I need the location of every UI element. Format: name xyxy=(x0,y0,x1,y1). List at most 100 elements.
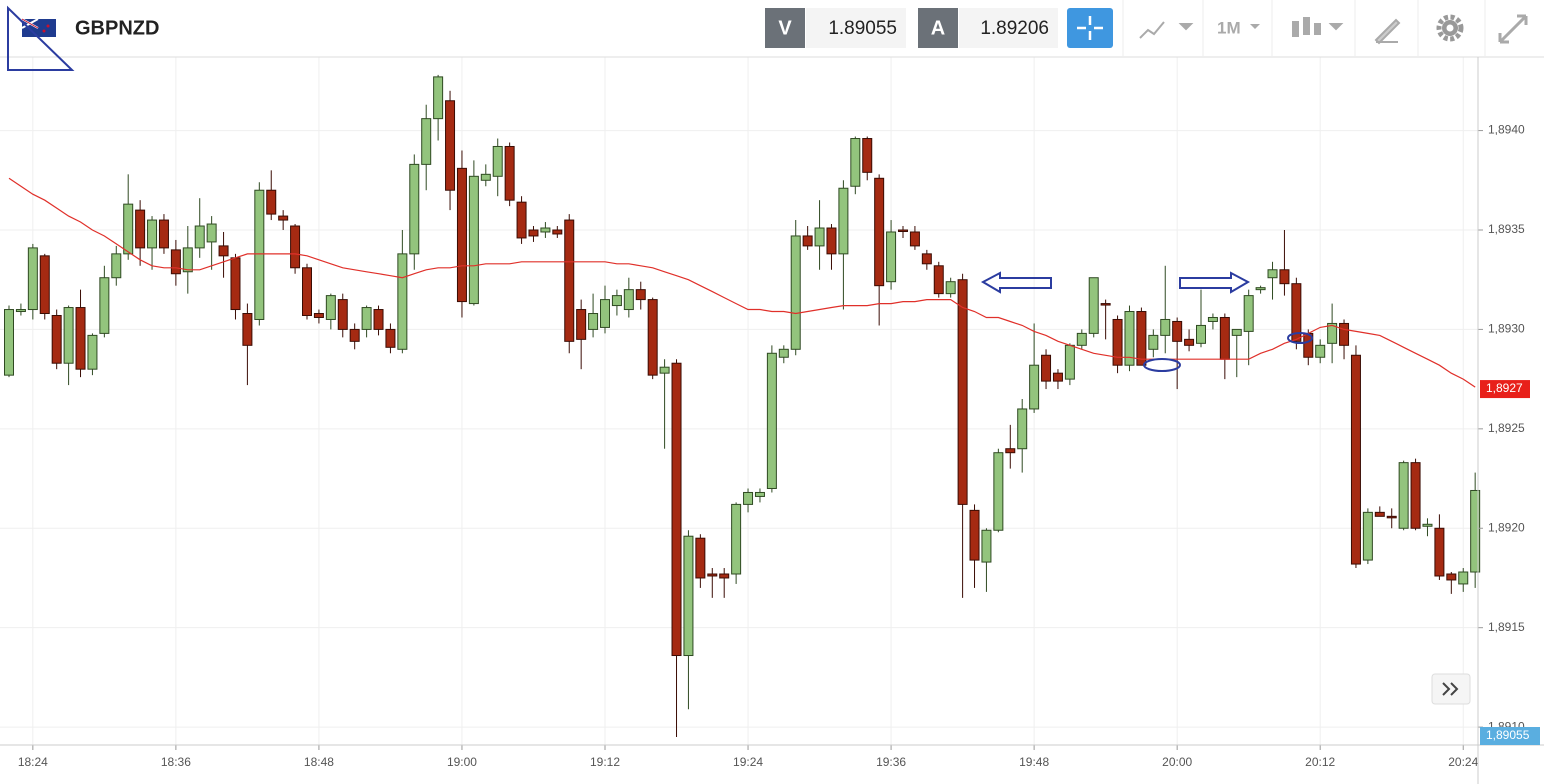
candle-body xyxy=(707,573,718,577)
candle-body xyxy=(1327,322,1338,344)
candle-body xyxy=(1076,332,1087,346)
candle-body xyxy=(1255,287,1266,291)
candle-body xyxy=(826,227,837,255)
drawn-ellipse xyxy=(1287,332,1313,344)
candle-body xyxy=(194,225,205,249)
drawn-arrow xyxy=(980,271,1052,294)
candle-body xyxy=(99,277,110,334)
candle-body xyxy=(456,167,467,303)
x-tick-label: 19:24 xyxy=(733,755,763,769)
timeframe-dropdown[interactable] xyxy=(1250,24,1260,29)
candle-body xyxy=(850,138,861,187)
bid-box[interactable] xyxy=(806,8,906,48)
x-tick-label: 18:48 xyxy=(304,755,334,769)
candle-body xyxy=(480,173,491,181)
candle-body xyxy=(1350,354,1361,565)
candle-body xyxy=(671,362,682,657)
candle-body xyxy=(1267,269,1278,279)
scroll-button[interactable] xyxy=(1431,673,1471,705)
y-tick-label: 1,8930 xyxy=(1488,322,1525,336)
candle-body xyxy=(1470,489,1481,573)
ask-label-box[interactable] xyxy=(918,8,958,48)
candle-body xyxy=(75,307,86,370)
candle-body xyxy=(1362,511,1373,561)
candle-body xyxy=(1446,573,1457,581)
candle-body xyxy=(1160,318,1171,336)
candle-body xyxy=(731,503,742,575)
bid-label-box[interactable] xyxy=(765,8,805,48)
candle-body xyxy=(790,235,801,350)
candle-body xyxy=(564,219,575,342)
x-tick-label: 19:48 xyxy=(1019,755,1049,769)
candle-body xyxy=(540,227,551,233)
candle-body xyxy=(445,100,456,191)
chart-type-button[interactable] xyxy=(1139,21,1194,39)
candle-body xyxy=(1172,320,1183,342)
candle-body xyxy=(754,491,765,497)
fullscreen-button[interactable] xyxy=(1498,14,1528,44)
candle-body xyxy=(1088,277,1099,334)
x-tick-label: 19:12 xyxy=(590,755,620,769)
bid-label[interactable]: V xyxy=(778,17,792,39)
candle-body xyxy=(838,187,849,255)
candle-body xyxy=(957,279,968,505)
drawn-triangle xyxy=(7,5,75,71)
x-tick-label: 20:24 xyxy=(1448,755,1478,769)
candle-body xyxy=(15,309,26,313)
candle-body xyxy=(1339,322,1350,346)
candle-body xyxy=(993,452,1004,531)
bid-tag-label: 1,89055 xyxy=(1486,728,1530,742)
candle-body xyxy=(1005,448,1016,454)
candle-body xyxy=(1291,283,1302,342)
candle-body xyxy=(1243,295,1254,332)
y-tick-label: 1,8915 xyxy=(1488,620,1525,634)
candle-body xyxy=(898,229,908,232)
candle-body xyxy=(1136,311,1147,366)
candle-body xyxy=(397,253,408,350)
crosshair-button[interactable] xyxy=(1067,8,1113,48)
moving-average xyxy=(8,177,1476,388)
timeframe[interactable]: 1M xyxy=(1217,18,1241,37)
bid-price[interactable]: 1.89055 xyxy=(828,18,897,39)
ask-box[interactable] xyxy=(959,8,1058,48)
candle-body xyxy=(373,309,384,330)
candle-body xyxy=(1041,354,1052,382)
price-tag xyxy=(1480,380,1530,399)
draw-button[interactable] xyxy=(1374,18,1401,45)
candle-body xyxy=(147,219,158,249)
candle-body xyxy=(659,366,670,374)
drawn-arrow xyxy=(1179,271,1251,294)
x-tick-label: 19:00 xyxy=(447,755,477,769)
candle-body xyxy=(4,309,14,376)
candle-body xyxy=(1231,328,1242,336)
candle-body xyxy=(588,313,599,330)
candle-body xyxy=(1112,318,1123,366)
ask-price[interactable]: 1.89206 xyxy=(980,18,1049,39)
candle-body xyxy=(158,219,169,249)
candle-body xyxy=(1279,269,1290,285)
candle-body xyxy=(778,348,789,358)
candle-body xyxy=(409,163,420,255)
candle-body xyxy=(1458,571,1469,585)
candle-body xyxy=(516,201,527,239)
candle-body xyxy=(1196,324,1206,344)
candle-body xyxy=(862,138,873,173)
plot-area xyxy=(0,57,1481,745)
candles-button[interactable] xyxy=(1292,17,1344,37)
candle-body xyxy=(814,227,825,247)
candle-body xyxy=(552,229,563,235)
candle-body xyxy=(123,203,134,255)
symbol[interactable]: GBPNZD xyxy=(75,17,159,39)
candle-body xyxy=(492,145,503,177)
candle-body xyxy=(1017,408,1028,450)
ask-label[interactable]: A xyxy=(931,17,945,39)
settings-button[interactable] xyxy=(1436,14,1464,42)
candle-body xyxy=(1374,511,1385,517)
axes: 1,89101,89151,89201,89251,89301,89351,89… xyxy=(0,57,1544,784)
candle-body xyxy=(933,265,944,295)
candle-body xyxy=(528,229,539,237)
candle-body xyxy=(206,223,217,243)
candle-body xyxy=(1148,334,1159,350)
candle-body xyxy=(766,352,777,489)
